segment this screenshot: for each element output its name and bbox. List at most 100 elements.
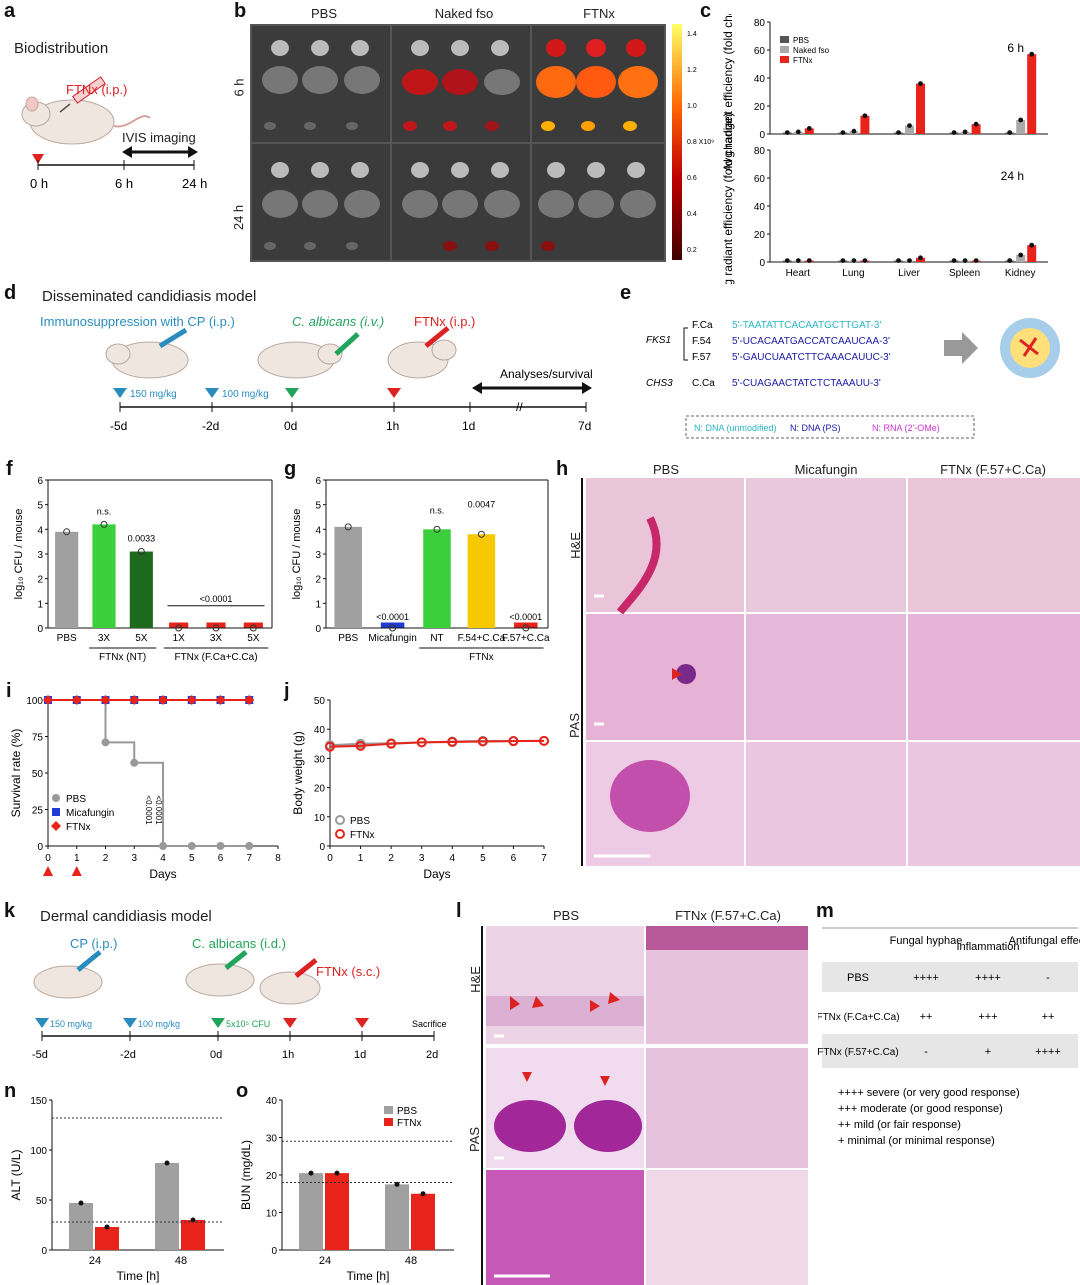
ivis-image-pbs-6h xyxy=(252,26,390,142)
panel-d-step2: C. albicans (i.v.) xyxy=(292,314,384,329)
y-tick-label: 40 xyxy=(754,74,766,85)
legend-label: Naked fso xyxy=(793,46,830,55)
panel-d-tick-3: 1h xyxy=(386,419,399,433)
y-tick-label: 10 xyxy=(266,1209,278,1220)
pas-image-micafungin xyxy=(746,614,906,740)
x-tick-label: 1 xyxy=(358,853,364,864)
he-image-micafungin xyxy=(746,478,906,612)
y-axis-label: log₁₀ CFU / mouse xyxy=(291,509,303,600)
y-tick-label: 0 xyxy=(759,130,765,141)
y-axis-label: ALT (U/L) xyxy=(9,1150,23,1201)
bar-pbs xyxy=(69,1203,93,1250)
y-axis-label: log₁₀ CFU / mouse xyxy=(13,509,25,600)
data-point xyxy=(186,695,197,705)
panel-a-drug: FTNx (i.p.) xyxy=(66,82,127,97)
panel-k-title: Dermal candidiasis model xyxy=(40,908,212,925)
bar-3x xyxy=(92,524,116,628)
red-arrowhead-icon xyxy=(672,668,682,680)
table-row-0-c1: ++++ xyxy=(913,972,939,984)
panel-k-tick-0: -5d xyxy=(32,1049,48,1061)
y-tick-label: 20 xyxy=(266,1171,278,1182)
p-value: n.s. xyxy=(430,505,445,515)
syringe-icon xyxy=(334,332,360,356)
data-point xyxy=(840,258,846,263)
data-point xyxy=(973,258,979,263)
y-tick-label: 4 xyxy=(315,525,321,536)
legend-label: FTNx xyxy=(397,1118,421,1129)
bar-ftnx xyxy=(1027,245,1037,262)
y-tick-label: 60 xyxy=(754,174,766,185)
y-tick-label: 40 xyxy=(266,1096,278,1107)
red-arrowhead-icon xyxy=(522,1072,532,1082)
chart-f: 0 1 2 3 4 5 6 PBS 3X 5X 1X 3X 5X log₁₀ CFU / mouse n.s… xyxy=(13,476,273,663)
legend-marker xyxy=(335,829,345,839)
data-point xyxy=(851,258,857,263)
bar-ftnx xyxy=(916,83,925,134)
data-point xyxy=(795,129,801,135)
treatment-arrowhead-icon xyxy=(71,866,82,876)
panel-e-gene2: CHS3 xyxy=(646,378,673,389)
x-tick-label: 1X xyxy=(173,633,186,644)
panel-e-name-3: C.Ca xyxy=(692,378,715,389)
colorbar xyxy=(672,24,682,260)
legend-swatch xyxy=(780,46,789,53)
y-tick-label: 60 xyxy=(754,46,766,57)
legend-swatch xyxy=(384,1106,393,1114)
x-tick-label: Lung xyxy=(842,268,864,279)
y-tick-label: 30 xyxy=(314,754,326,765)
table-row-2-c3: ++++ xyxy=(1035,1046,1061,1058)
panel-letter-g: g xyxy=(284,458,297,480)
y-tick-label: 2 xyxy=(315,575,321,586)
panel-letter-f: f xyxy=(6,458,13,480)
panel-e-seq-3: 5'-CUAGAACTATCTCTAAAUU-3' xyxy=(732,378,881,389)
panel-e-seq-1: 5'-UCACAATGACCATCAAUCAA-3' xyxy=(732,336,890,347)
x-tick-label: 8 xyxy=(275,853,281,864)
legend-label: FTNx xyxy=(350,830,374,841)
group-label: FTNx (NT) xyxy=(99,652,146,663)
data-point xyxy=(1007,130,1013,135)
panel-d-tick-0: -5d xyxy=(110,419,127,433)
p-value: <0.0001 xyxy=(144,795,153,825)
x-tick-label: 3 xyxy=(419,853,425,864)
mouse-icon xyxy=(185,963,255,997)
chart-n: 0 50 100 150 24 48 Time [h] ALT (U/L) xyxy=(9,1096,224,1283)
red-arrowhead-icon xyxy=(510,996,520,1010)
y-tick-label: 20 xyxy=(314,784,326,795)
data-point xyxy=(394,1181,400,1187)
y-tick-label: 6 xyxy=(315,476,321,487)
x-tick-label: F.57+C.Ca xyxy=(502,633,550,644)
panel-b-row-24h: 24 h xyxy=(231,204,247,231)
colorbar-tick-5: 0.4 xyxy=(687,211,697,218)
data-point xyxy=(806,258,812,263)
mouse-icon xyxy=(257,341,343,379)
y-tick-label: 50 xyxy=(314,696,326,707)
data-point xyxy=(477,736,488,747)
table-header-2: Inflammation xyxy=(957,941,1020,953)
data-point xyxy=(539,735,549,746)
x-axis-label: Days xyxy=(149,867,176,881)
panel-letter-a: a xyxy=(4,0,16,22)
panel-h-col-2: FTNx (F.57+C.Ca) xyxy=(940,462,1046,477)
data-point xyxy=(851,128,857,134)
data-point xyxy=(784,130,790,135)
panel-a-diagram: FTNx (i.p.) IVIS imaging 0 h 6 h 24 h xyxy=(21,76,207,191)
legend-marker xyxy=(52,794,60,802)
bar-pbs xyxy=(155,1163,179,1250)
panel-a-tick-2: 24 h xyxy=(182,176,207,191)
data-point xyxy=(795,258,801,263)
x-tick-label: 24 xyxy=(89,1255,101,1267)
y-tick-label: 100 xyxy=(30,1146,47,1157)
data-point xyxy=(1018,117,1024,123)
y-tick-label: 75 xyxy=(32,733,44,744)
panel-e-name-2: F.57 xyxy=(692,352,711,363)
arrow-icon xyxy=(944,332,978,364)
y-tick-label: 10 xyxy=(314,813,326,824)
x-tick-label: 4 xyxy=(160,853,166,864)
panel-e-legend-0: N: DNA (unmodified) xyxy=(694,423,777,433)
table-row-1-c1: ++ xyxy=(920,1011,933,1023)
y-tick-label: 1 xyxy=(37,599,43,610)
x-tick-label: Micafungin xyxy=(368,633,416,644)
panel-letter-j: j xyxy=(284,680,290,702)
data-point xyxy=(344,523,352,531)
group-label: FTNx (F.Ca+C.Ca) xyxy=(174,652,257,663)
